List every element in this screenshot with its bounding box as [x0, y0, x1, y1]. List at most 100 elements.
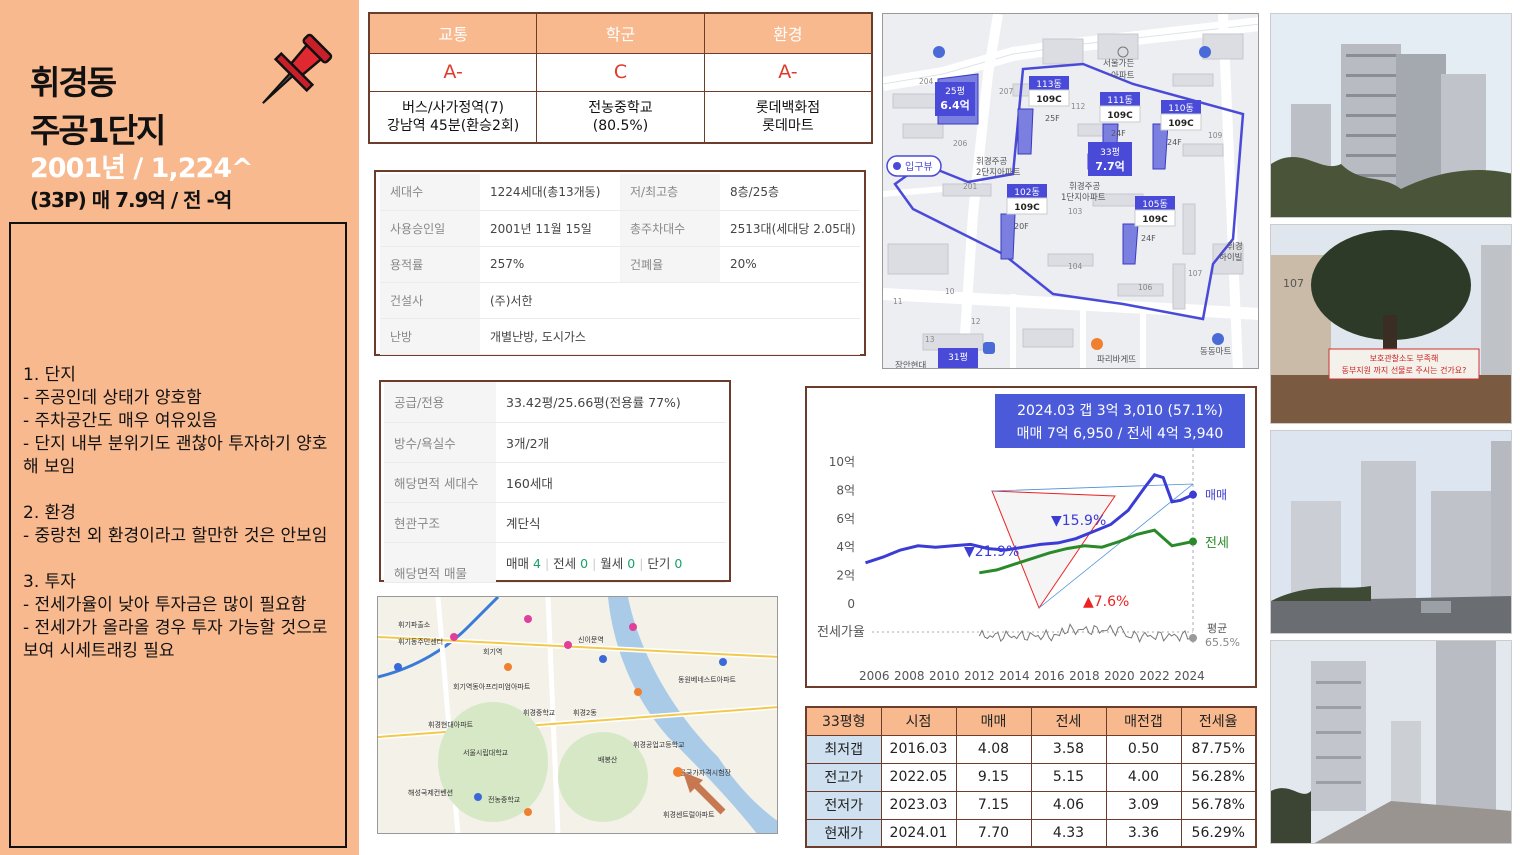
cell: 56.78% — [1180, 790, 1257, 820]
left-panel: 휘경동 주공1단지 2001년 / 1,224^ (33P) 매 7.9억 / … — [0, 0, 359, 855]
map-label: 하이빌 — [1219, 252, 1242, 263]
building-type: 109C — [1107, 111, 1133, 121]
map-number: 201 — [963, 182, 978, 191]
chart-annotation: ▲7.6% — [1083, 594, 1129, 610]
area-map-label: 회기역동아프리미엄아파트 — [453, 682, 531, 691]
table-row: 세대수 1224세대(총13개동) 저/최고층 8층/25층 — [380, 174, 860, 211]
info-key: 용적률 — [380, 246, 480, 283]
chart-tooltip-box — [995, 394, 1245, 448]
x-tick-label: 2020 — [1104, 669, 1135, 683]
map-number: 10 — [945, 287, 955, 296]
notes-box: 1. 단지 - 주공인데 상태가 양호함 - 주차공간도 매우 여유있음 - 단… — [9, 222, 347, 848]
price-header: 매매 — [955, 706, 1032, 736]
info-key: 건설사 — [380, 282, 480, 319]
area-map-label: 동원베네스트아파트 — [678, 675, 737, 684]
apartment-photo-2: 107 보호관찰소도 부족해 동부지원 까지 선물로 주시는 건가요? — [1270, 224, 1512, 424]
detail-line: (80.5%) — [592, 117, 649, 134]
row-label: 최저갭 — [805, 734, 882, 764]
area-map[interactable]: 휘기파출소 휘기동주민센터 회기역 회기역동아프리미엄아파트 휘경중학교 휘경2… — [377, 596, 778, 834]
note-line: - 중랑천 외 환경이라고 할만한 것은 안보임 — [23, 526, 328, 546]
parking-icon — [983, 342, 995, 354]
map-label: 2단지아파트 — [976, 167, 1021, 178]
table-row: 현관구조 계단식 — [384, 502, 726, 543]
building-marker[interactable]: 113동 109C 25F — [1028, 76, 1070, 123]
info-value: 2513대(세대당 2.05대) — [720, 210, 860, 247]
building-type: 109C — [1036, 95, 1062, 105]
cell: 3.36 — [1105, 818, 1182, 848]
cell: 2016.03 — [880, 734, 957, 764]
map-label: 휘경주공 — [1069, 181, 1100, 192]
listing-short-label[interactable]: 단기 — [647, 555, 671, 571]
complex-map[interactable]: 113동 109C 25F 111동 109C 24F 110동 109C 24… — [882, 13, 1259, 369]
bus-stop-icon — [1199, 46, 1211, 58]
map-label: 서울가든 — [1103, 59, 1134, 69]
price-marker-value: 7.7억 — [1095, 160, 1125, 173]
table-row: 건설사 (주)서한 — [380, 282, 860, 319]
apartment-photo-1 — [1270, 13, 1512, 218]
note-line: - 단지 내부 분위기도 괜찮아 투자하기 양호해 보임 — [23, 434, 328, 477]
map-number: 107 — [1188, 269, 1203, 278]
info-key: 세대수 — [380, 174, 480, 211]
cell: 87.75% — [1180, 734, 1257, 764]
listing-monthly-label[interactable]: 월세 — [600, 555, 624, 571]
janganhyundai-label: 장안현대 — [895, 360, 926, 369]
note-line: 2. 환경 — [23, 503, 76, 523]
info-value: 33.42평/25.66평(전용률 77%) — [496, 382, 726, 423]
grade-header-environment: 환경 — [703, 12, 873, 54]
y-tick-label: 10억 — [829, 455, 855, 469]
series-line-전세 — [979, 528, 1194, 575]
building-floor: 24F — [1167, 138, 1182, 147]
map-number: 109 — [1208, 131, 1223, 140]
note-line: - 주차공간도 매우 여유있음 — [23, 411, 218, 431]
jeonse-ratio-label: 전세가율 — [817, 625, 865, 640]
row-label: 현재가 — [805, 818, 882, 848]
legend-sale: 매매 — [1205, 488, 1227, 502]
dongdong-label: 동동마트 — [1200, 347, 1231, 357]
map-number: 206 — [953, 139, 968, 148]
detail-line: 전농중학교 — [588, 99, 653, 116]
y-tick-label: 0 — [847, 597, 855, 611]
area-map-label: 회기역 — [483, 647, 502, 656]
poi-icons — [394, 615, 727, 816]
building-marker[interactable]: 102동 109C 20F — [1006, 184, 1048, 231]
paris-label: 파리바게뜨 — [1097, 354, 1136, 365]
area-map-label: 배봉산 — [598, 755, 618, 764]
area-map-label: 휘경중학교 — [523, 708, 556, 717]
chart-title: 2024.03 갭 3억 3,010 (57.1%) — [1017, 403, 1223, 419]
table-row: 최저갭 2016.03 4.08 3.58 0.50 87.75% — [805, 734, 1257, 764]
map-label: 1단지아파트 — [1061, 192, 1106, 203]
note-line: - 전세가가 올라올 경우 투자 가능할 것으로 보여 시세트래킹 필요 — [23, 618, 328, 661]
listing-monthly-count: 0 — [627, 555, 636, 571]
cell: 4.00 — [1105, 762, 1182, 792]
info-key: 총주차대수 — [620, 210, 720, 247]
building-marker[interactable]: 111동 109C 24F — [1099, 92, 1141, 138]
complex-info-table: 세대수 1224세대(총13개동) 저/최고층 8층/25층 사용승인일 200… — [374, 170, 866, 356]
x-tick-label: 2022 — [1139, 669, 1170, 683]
price-marker-31[interactable]: 31평 — [938, 348, 978, 369]
map-number: 204 — [919, 77, 934, 86]
price-header: 전세 — [1030, 706, 1107, 736]
info-value: 개별난방, 도시가스 — [480, 318, 860, 355]
map-number: 106 — [1138, 283, 1153, 292]
info-key: 난방 — [380, 318, 480, 355]
building-marker[interactable]: 110동 109C 24F — [1160, 100, 1202, 147]
protest-banner — [1328, 348, 1480, 380]
map-number: 13 — [925, 335, 935, 344]
jeonse-ratio-line — [978, 623, 1194, 644]
map-label: 아파트 — [1111, 70, 1135, 81]
x-tick-label: 2006 — [859, 669, 890, 683]
building-marker[interactable]: 105동 109C 24F — [1134, 196, 1176, 243]
entrance-view-button[interactable]: 입구뷰 — [886, 155, 942, 177]
listing-jeonse-label[interactable]: 전세 — [553, 555, 577, 571]
listing-sale-label[interactable]: 매매 — [506, 555, 530, 571]
area-map-label: 휘경2동 — [573, 708, 597, 717]
cell: 7.70 — [955, 818, 1032, 848]
cell: 4.33 — [1030, 818, 1107, 848]
building-name: 110동 — [1168, 103, 1193, 114]
price-header: 시점 — [880, 706, 957, 736]
entrance-label: 입구뷰 — [905, 160, 933, 173]
cell: 4.08 — [955, 734, 1032, 764]
price-marker-25[interactable]: 25평 6.4억 — [935, 82, 975, 116]
cell: 56.29% — [1180, 818, 1257, 848]
price-marker-33[interactable]: 33평 7.7억 — [1088, 142, 1132, 176]
